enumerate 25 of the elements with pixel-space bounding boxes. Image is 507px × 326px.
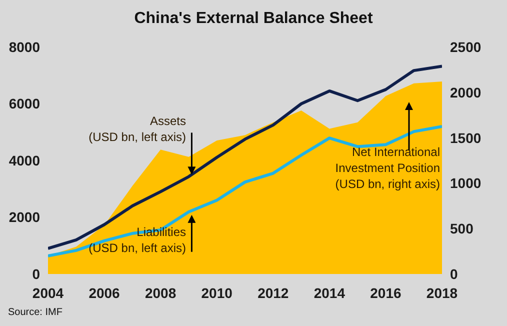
annotation: Assets (USD bn, left axis) [88,113,186,145]
x-tick-label: 2014 [314,284,346,301]
y2-tick-label: 2000 [450,84,482,100]
x-tick-label: 2016 [370,284,402,301]
y-tick-label: 0 [32,266,40,282]
chart-title: China's External Balance Sheet [133,10,374,28]
y2-tick-label: 1500 [450,130,482,146]
y-tick-label: 4000 [8,152,40,168]
y-tick-label: 8000 [8,38,40,55]
x-tick-label: 2010 [201,284,233,301]
annotation: Liabilities (USD bn, left axis) [88,224,186,256]
x-tick-label: 2012 [258,284,289,301]
x-tick-label: 2018 [426,284,458,301]
y2-tick-label: 1000 [450,175,482,192]
y2-tick-label: 0 [450,266,458,282]
source-note: Source: IMF [8,306,64,319]
line-series [48,124,442,258]
x-tick-label: 2008 [144,284,176,301]
y2-tick-label: 2500 [450,38,482,55]
x-tick-label: 2006 [88,284,120,301]
y-tick-label: 2000 [8,209,40,226]
x-tick-label: 2004 [32,284,64,301]
annotation: Net International Investment Position (USD bn, right axis) [334,144,440,192]
y2-tick-label: 500 [450,220,474,237]
y-tick-label: 6000 [8,96,40,112]
